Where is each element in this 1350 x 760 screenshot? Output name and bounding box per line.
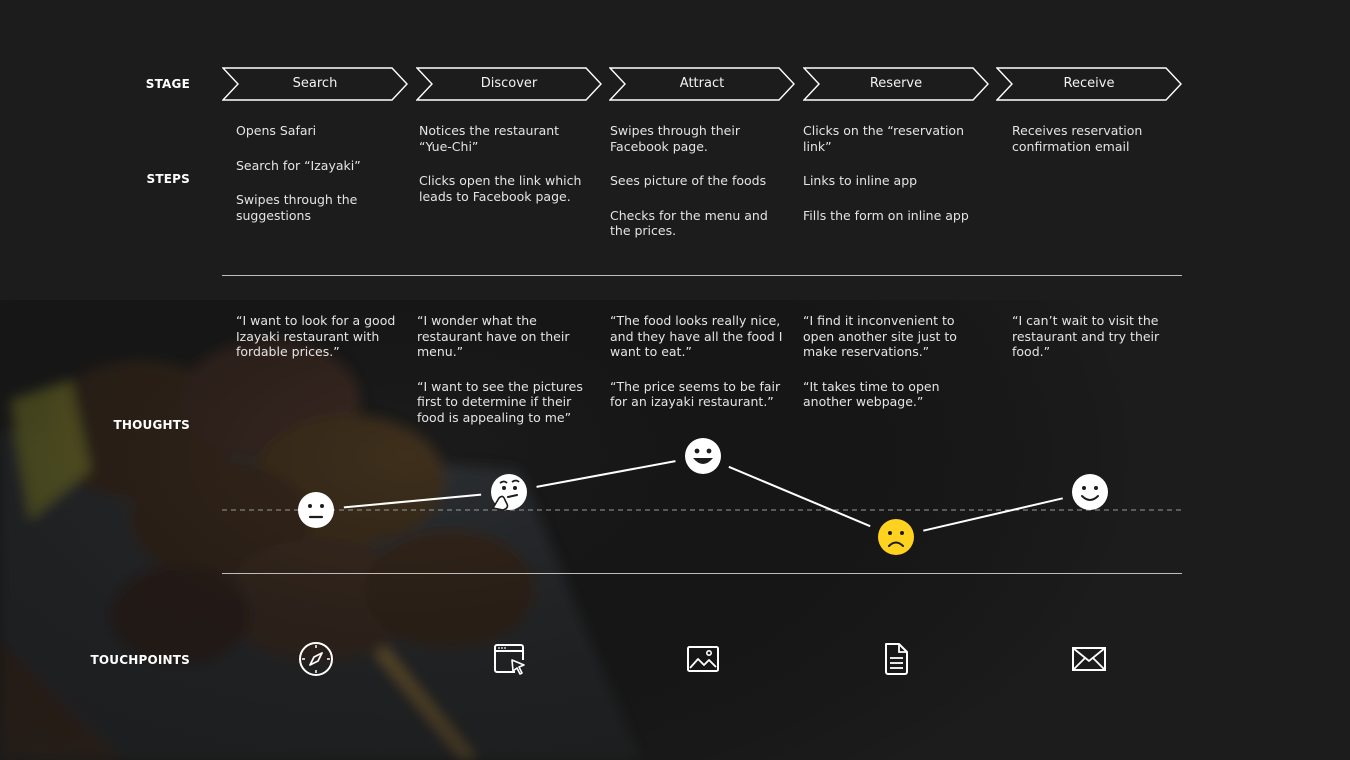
- step-text: Fills the form on inline app: [803, 207, 969, 223]
- step-text: Search for “Izayaki”: [236, 157, 361, 173]
- image-icon: [684, 640, 722, 678]
- stage-chevron-receive: Receive: [996, 67, 1182, 101]
- step-text: Opens Safari: [236, 123, 317, 138]
- thought-text: “It takes time to open another webpage.”: [803, 378, 940, 410]
- stage-chevron-reserve: Reserve: [803, 67, 989, 101]
- steps-receive: Receives reservation confirmation email: [1012, 123, 1187, 173]
- divider-top: [222, 275, 1182, 276]
- steps-reserve: Clicks on the “reservation link” Links t…: [803, 123, 978, 242]
- thought-text: “I want to look for a good Izayaki resta…: [236, 313, 396, 359]
- thought-text: “I want to see the pictures first to det…: [417, 378, 583, 425]
- emotion-segment: [343, 493, 482, 509]
- thoughts-receive: “I can’t wait to visit the restaurant an…: [1012, 313, 1187, 379]
- stage-chevron-search: Search: [222, 67, 408, 101]
- row-label-touchpoints: TOUCHPOINTS: [90, 653, 190, 667]
- steps-search: Opens Safari Search for “Izayaki” Swipes…: [236, 123, 411, 242]
- emotion-segment: [536, 460, 676, 488]
- step-text: Receives reservation confirmation email: [1012, 123, 1143, 154]
- thoughts-attract: “The food looks really nice, and they ha…: [610, 313, 785, 429]
- thoughts-discover: “I wonder what the restaurant have on th…: [417, 313, 592, 444]
- compass-icon: [297, 640, 335, 678]
- thought-text: “The price seems to be fair for an izaya…: [610, 378, 781, 410]
- step-text: Checks for the menu and the prices.: [610, 207, 768, 239]
- step-text: Notices the restaurant “Yue-Chi”: [419, 123, 560, 154]
- thought-text: “I find it inconvenient to open another …: [803, 313, 957, 359]
- grinning-face-icon: [685, 438, 721, 474]
- stage-label: Search: [292, 76, 338, 91]
- step-text: Sees picture of the foods: [610, 173, 767, 188]
- stage-chevron-discover: Discover: [416, 67, 602, 101]
- thoughts-reserve: “I find it inconvenient to open another …: [803, 313, 978, 429]
- document-icon: [877, 640, 915, 678]
- row-label-stage: STAGE: [145, 77, 190, 91]
- stage-chevron-attract: Attract: [609, 67, 795, 101]
- thought-text: “The food looks really nice, and they ha…: [610, 313, 783, 359]
- stage-label: Receive: [1063, 76, 1115, 91]
- steps-discover: Notices the restaurant “Yue-Chi” Clicks …: [419, 123, 594, 223]
- divider-bottom: [222, 573, 1182, 574]
- thinking-face-icon: [491, 474, 527, 511]
- sad-face-icon: [878, 519, 914, 555]
- thoughts-search: “I want to look for a good Izayaki resta…: [236, 313, 411, 379]
- step-text: Swipes through their Facebook page.: [610, 123, 740, 154]
- thought-text: “I wonder what the restaurant have on th…: [417, 313, 570, 359]
- stage-label: Discover: [480, 76, 538, 91]
- smiling-face-icon: [1072, 474, 1108, 510]
- neutral-face-icon: [298, 492, 334, 528]
- mail-icon: [1070, 640, 1108, 678]
- step-text: Swipes through the suggestions: [236, 192, 358, 223]
- stage-label: Attract: [679, 76, 725, 91]
- stage-label: Reserve: [869, 76, 923, 91]
- step-text: Links to inline app: [803, 173, 918, 188]
- browser-cursor-icon: [491, 640, 529, 678]
- emotion-segment: [728, 465, 871, 528]
- row-label-thoughts: THOUGHTS: [113, 418, 190, 432]
- emotion-segment: [923, 497, 1063, 532]
- step-text: Clicks open the link which leads to Face…: [419, 173, 582, 204]
- row-label-steps: STEPS: [146, 172, 190, 186]
- thought-text: “I can’t wait to visit the restaurant an…: [1012, 313, 1160, 359]
- step-text: Clicks on the “reservation link”: [803, 123, 964, 154]
- steps-attract: Swipes through their Facebook page. Sees…: [610, 123, 785, 258]
